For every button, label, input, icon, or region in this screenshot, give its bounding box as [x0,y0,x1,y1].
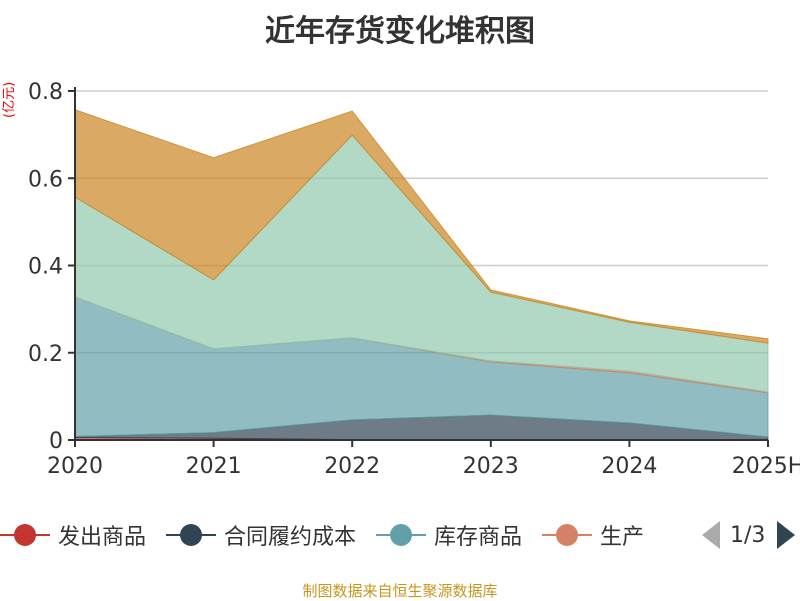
y-tick-label: 0.6 [28,167,63,192]
chart-area: 0 0.2 0.4 0.6 0.8 2020 2021 2022 2023 2024 2025H [28,80,800,479]
legend-marker-icon [166,523,217,547]
chart-title: 近年存货变化堆积图 [265,14,535,49]
y-tick-label: 0.8 [28,80,63,105]
legend-marker-icon [0,523,50,547]
legend-item[interactable]: 库存商品 [376,519,522,551]
legend-marker-icon [542,523,593,547]
legend-marker-icon [376,523,427,547]
legend-label: 生产 [600,525,645,550]
legend-item[interactable]: 合同履约成本 [166,519,356,551]
legend-item[interactable]: 生产 [542,519,644,551]
x-tick-label: 2021 [186,454,242,479]
legend-pager: 1/3 [702,521,796,549]
legend-item[interactable]: 发出商品 [0,519,146,551]
y-tick-label: 0 [49,429,63,454]
source-note: 制图数据来自恒生聚源数据库 [302,582,498,600]
x-tick-label: 2024 [601,454,657,479]
legend-page: 1/3 [730,522,766,548]
legend-prev-icon[interactable] [702,521,720,549]
area-series-5 [74,109,769,344]
legend-label: 库存商品 [434,525,523,550]
legend-label: 发出商品 [58,525,147,550]
legend-label: 合同履约成本 [224,525,357,550]
y-tick-label: 0.2 [28,342,63,367]
legend-next-icon[interactable] [777,521,796,549]
x-tick-label: 2022 [324,454,380,479]
legend: 发出商品 合同履约成本 库存商品 生产 1/3 [0,519,800,551]
x-tick-label: 2020 [47,454,103,479]
x-tick-label: 2023 [463,454,519,479]
y-tick-label: 0.4 [28,255,63,280]
x-tick-label: 2025H [732,454,800,479]
